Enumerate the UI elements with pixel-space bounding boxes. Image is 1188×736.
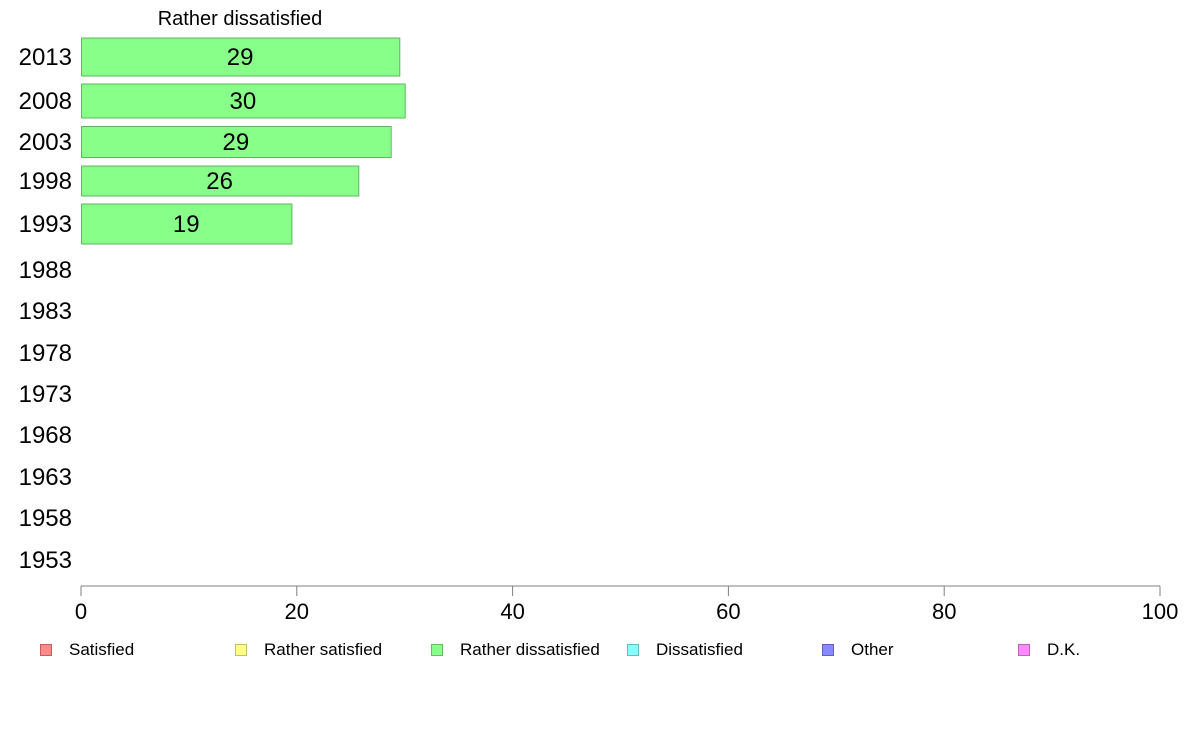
category-label-2008: 2008 [19,88,72,115]
legend-swatch [1018,644,1030,656]
category-label-1963: 1963 [19,464,72,491]
bar-2013 [81,37,401,77]
category-label-1983: 1983 [19,298,72,325]
x-tick-label-20: 20 [285,599,309,624]
category-label-1998: 1998 [19,168,72,195]
bar-1993 [81,203,293,245]
bar-chart: Rather dissatisfied 2013 2008 2003 1998 1993… [19,8,1179,624]
bar-value-label-2008: 30 [229,88,256,115]
legend-item-rather-satisfied: Rather satisfied [235,640,382,660]
legend-label: Rather satisfied [264,640,383,659]
bar-value-label-1998: 26 [206,168,233,195]
bar-value-label-1993: 19 [173,211,200,238]
legend-item-dissatisfied: Dissatisfied [627,640,743,660]
legend-label: Dissatisfied [656,640,743,659]
x-tick-label-40: 40 [500,599,524,624]
legend-item-d-k: D.K. [1018,640,1080,660]
legend-swatch [822,644,834,656]
category-label-1968: 1968 [19,422,72,449]
legend-label: Satisfied [69,640,135,659]
bar-value-label-2003: 29 [222,129,249,156]
bar-2008 [81,83,406,119]
category-label-2013: 2013 [19,44,72,71]
legend-swatch [235,644,247,656]
x-tick-label-80: 80 [932,599,956,624]
bar-2003 [81,126,392,158]
legend-item-satisfied: Satisfied [40,640,134,660]
legend-label: D.K. [1047,640,1081,659]
bar-value-label-2013: 29 [227,44,254,71]
legend-swatch [431,644,443,656]
bar-1998 [81,165,360,197]
legend-swatch [627,644,639,656]
x-tick-label-100: 100 [1142,599,1179,624]
x-tick-label-60: 60 [716,599,740,624]
chart-title: Rather dissatisfied [158,8,323,30]
category-label-1973: 1973 [19,381,72,408]
category-label-1953: 1953 [19,547,72,574]
category-label-1993: 1993 [19,211,72,238]
legend-label: Rather dissatisfied [460,640,600,659]
category-label-1958: 1958 [19,505,72,532]
legend-label: Other [851,640,894,659]
category-label-2003: 2003 [19,129,72,156]
legend-swatch [40,644,52,656]
category-label-1978: 1978 [19,340,72,367]
legend: Satisfied Rather satisfied Rather dissatis… [0,640,1188,662]
legend-item-other: Other [822,640,894,660]
legend-item-rather-dissatisfied: Rather dissatisfied [431,640,600,660]
category-label-1988: 1988 [19,257,72,284]
x-tick-label-0: 0 [75,599,87,624]
